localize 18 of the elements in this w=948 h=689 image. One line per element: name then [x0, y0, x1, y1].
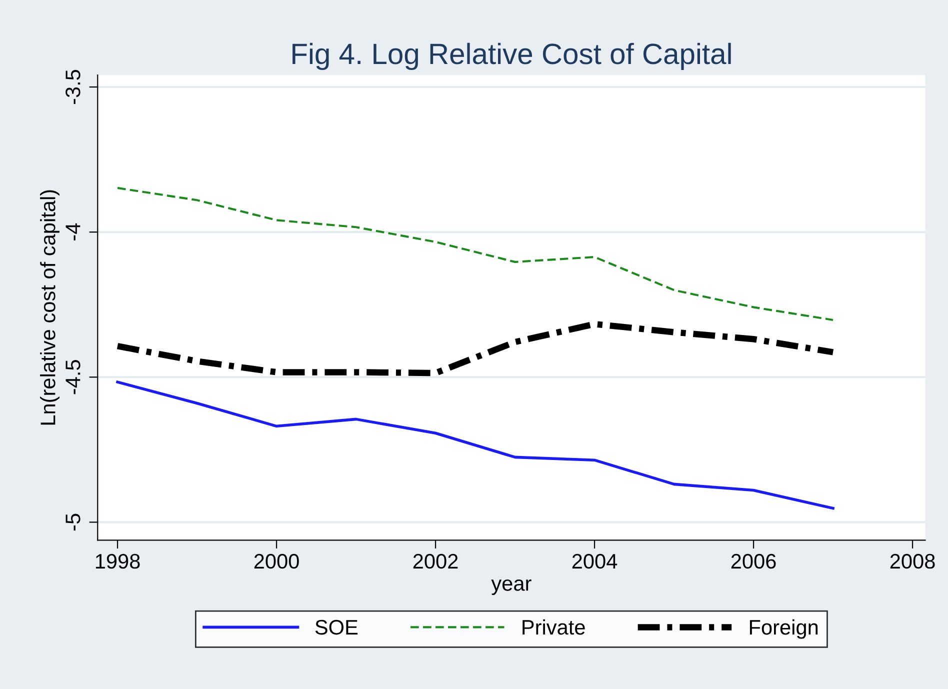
x-axis-title: year	[491, 579, 532, 595]
y-tick-label: -5	[66, 514, 80, 531]
line-series	[116, 186, 834, 322]
line-series	[116, 380, 834, 510]
y-tick-label: -3.5	[66, 70, 80, 104]
y-tick-label: -4.5	[66, 360, 80, 394]
legend-label: Foreign	[750, 619, 818, 639]
legend-label: Private	[522, 619, 585, 635]
x-tick-label: 2004	[572, 554, 618, 569]
legend-label: SOE	[315, 620, 358, 635]
x-tick-label: 2006	[731, 554, 776, 569]
y-axis-title: Ln(relative cost of capital)	[40, 190, 60, 425]
x-tick-label: 2002	[413, 554, 458, 569]
x-tick-label: 1998	[96, 554, 140, 569]
y-tick-label: -4	[66, 223, 80, 240]
x-tick-label: 2008	[890, 554, 935, 569]
chart-title: Fig 4. Log Relative Cost of Capital	[292, 42, 731, 70]
x-tick-label: 2000	[254, 554, 299, 569]
